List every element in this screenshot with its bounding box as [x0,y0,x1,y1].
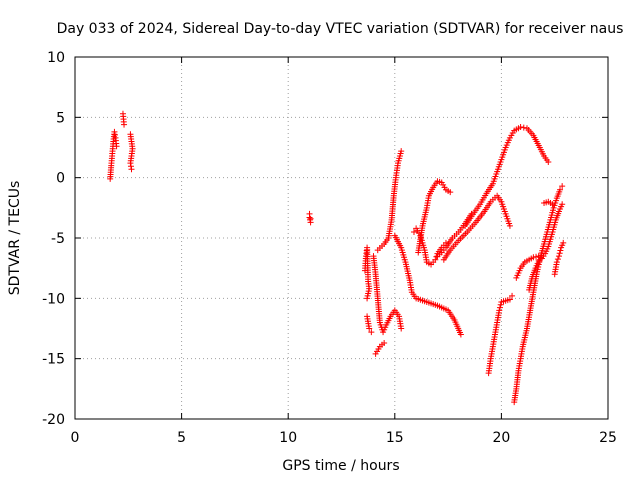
data-point [457,331,464,338]
x-tick-label: 25 [599,430,617,446]
data-point [111,128,118,135]
data-point [410,228,417,235]
data-point [496,304,503,311]
data-point [366,325,373,332]
x-tick-label: 20 [492,430,510,446]
data-point [381,339,388,346]
axis-ticks: 0 5 10 15 20 25 -20 -15 -10 -5 0 5 10 [42,50,617,446]
y-tick-label: -15 [42,352,65,368]
data-points [107,110,567,406]
data-point [113,143,120,150]
data-point [520,124,527,131]
data-point [530,254,537,261]
data-point [128,166,135,173]
data-point [506,222,513,229]
data-point [535,253,542,260]
y-tick-label: -5 [51,231,65,247]
data-point [506,296,513,303]
y-tick-label: 0 [56,171,65,187]
data-point [555,253,562,260]
data-point [307,215,314,222]
x-tick-label: 0 [71,430,80,446]
chart-title: Day 033 of 2024, Sidereal Day-to-day VTE… [57,21,624,37]
data-point [533,253,540,260]
data-point [545,158,552,165]
data-point [398,325,405,332]
data-point [432,256,439,263]
data-point [559,183,566,190]
data-point [127,160,134,167]
x-axis-label: GPS time / hours [282,458,399,474]
data-point [557,247,564,254]
data-point [559,201,566,208]
data-point [368,329,375,336]
data-point [121,121,128,128]
data-point [553,259,560,266]
x-tick-label: 15 [386,430,404,446]
data-point [111,131,118,138]
data-point [557,186,564,193]
y-tick-label: -10 [42,291,65,307]
data-point [127,163,134,170]
data-point [447,189,454,196]
data-point [433,253,440,260]
grid [75,57,608,419]
data-point [509,292,516,299]
plot-frame [74,56,609,420]
data-point [556,250,563,257]
data-point [398,148,405,155]
y-axis-label: SDTVAR / TECUs [7,181,23,296]
data-point [554,256,561,263]
data-point [496,307,503,314]
y-tick-label: 5 [56,110,65,126]
data-point [549,201,556,208]
y-tick-label: 10 [47,50,65,66]
data-point [497,301,504,308]
data-point [560,239,567,246]
data-point [517,123,524,130]
x-tick-label: 10 [279,430,297,446]
x-tick-label: 5 [177,430,186,446]
y-tick-label: -20 [42,412,65,428]
data-point [364,295,371,302]
